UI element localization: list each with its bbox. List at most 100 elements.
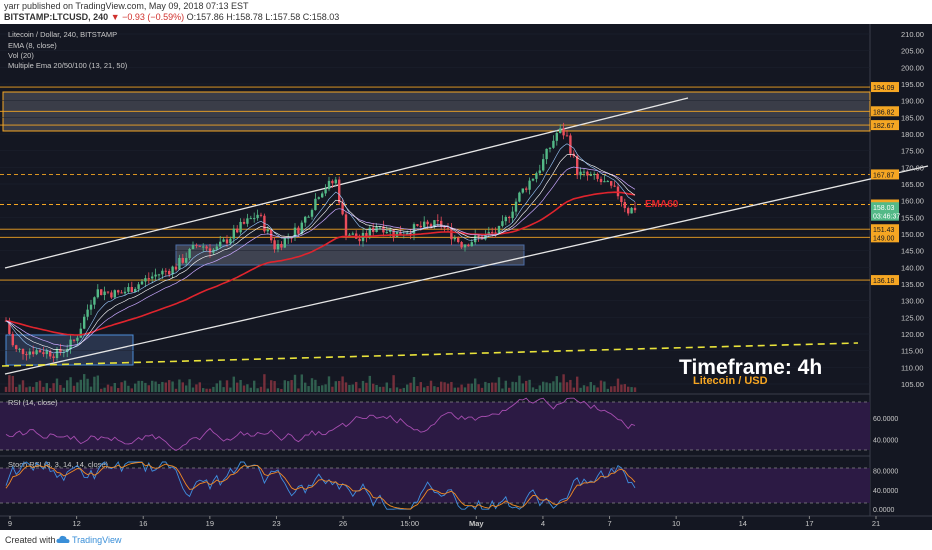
volume-bar (130, 388, 133, 392)
volume-bar (198, 382, 201, 392)
volume-bar (253, 380, 256, 392)
volume-bar (620, 384, 623, 392)
candle (399, 231, 402, 235)
level-tag-bg-8 (871, 232, 899, 243)
level-tag-8: 149.00 (873, 235, 895, 242)
candle (477, 235, 480, 237)
publisher-line-text: yarr published on TradingView.com, May 0… (4, 1, 249, 11)
volume-bar (32, 386, 35, 392)
candle (21, 348, 25, 355)
candle (504, 216, 507, 222)
price-tick-20: 110.00 (901, 363, 923, 372)
candle (613, 185, 616, 187)
candle (559, 128, 562, 134)
price-tick-16: 130.00 (901, 297, 924, 306)
volume-bar (569, 379, 572, 392)
volume-bar (331, 386, 334, 392)
price-tick-18: 120.00 (901, 330, 924, 339)
volume-bar (79, 379, 82, 392)
volume-bar (137, 380, 140, 392)
volume-bar (72, 385, 76, 392)
candle (100, 289, 103, 296)
volume-bar (433, 386, 436, 392)
level-tag-0: 194.09 (873, 85, 895, 92)
volume-bar (453, 387, 456, 392)
candle (392, 229, 395, 238)
volume-bar (266, 388, 269, 392)
volume-bar (11, 375, 14, 392)
volume-bar (293, 374, 297, 392)
candle (147, 278, 150, 280)
volume-bar (491, 382, 494, 392)
candle (113, 290, 116, 298)
candle (508, 216, 511, 219)
volume-bar (25, 387, 28, 392)
candle (45, 350, 48, 355)
volume-bar (246, 384, 249, 392)
candle (552, 140, 555, 148)
volume-bar (195, 384, 198, 392)
candle (443, 226, 446, 228)
price-tick-5: 185.00 (901, 113, 924, 122)
candle (511, 211, 514, 219)
candle (137, 284, 140, 289)
volume-bar (344, 382, 348, 392)
candle (433, 220, 436, 227)
volume-bar (565, 382, 569, 392)
volume-bar (297, 388, 300, 392)
level-tag-3: 167.87 (873, 172, 895, 179)
ema60-annotation: EMA60 (645, 199, 679, 210)
time-tick-2: 16 (139, 519, 147, 528)
volume-bar (467, 383, 470, 392)
time-tick-13: 21 (872, 519, 880, 528)
price-tick-19: 115.00 (901, 347, 923, 356)
volume-bar (630, 387, 633, 392)
candle (253, 218, 256, 220)
volume-bar (586, 386, 589, 392)
candle (52, 356, 55, 359)
level-tag-bg-2 (871, 120, 899, 131)
candle (8, 320, 11, 335)
volume-bar (123, 380, 127, 392)
candle (606, 181, 609, 183)
candle (327, 180, 331, 190)
volume-bar (86, 378, 89, 392)
legend-title: Litecoin / Dollar, 240, BITSTAMP (8, 30, 117, 39)
candle (463, 244, 467, 248)
candle (205, 246, 208, 249)
candle (106, 291, 110, 293)
volume-bar (314, 379, 317, 392)
price-tick-3: 195.00 (901, 80, 924, 89)
volume-bar (225, 380, 229, 392)
price-tick-11: 155.00 (901, 213, 924, 222)
candle (259, 214, 263, 216)
volume-bar (487, 383, 490, 392)
candle (521, 188, 524, 193)
volume-bar (106, 384, 110, 392)
candle (273, 240, 276, 250)
candle (28, 351, 31, 355)
candle (535, 173, 538, 179)
volume-bar (440, 381, 443, 392)
ema-layer (5, 143, 636, 354)
stoch-label: Stoch RSI (3, 3, 14, 14, close) (8, 460, 109, 469)
volume-bar (426, 385, 429, 392)
volume-bar (280, 388, 283, 392)
candle (236, 228, 239, 233)
candle (188, 248, 191, 259)
volume-bar (484, 381, 487, 392)
volume-bar (480, 387, 484, 392)
volume-bar (508, 387, 511, 392)
candle (151, 276, 154, 279)
candle (525, 188, 528, 190)
price-tick-9: 165.00 (901, 180, 924, 189)
chart-canvas[interactable]: EMA60 Timeframe: 4h Litecoin / USD Litec… (0, 24, 932, 530)
volume-bar (555, 376, 558, 392)
candle (157, 274, 161, 276)
candle (429, 224, 433, 227)
volume-bar (419, 382, 422, 392)
price-axis-ticks: 210.00 205.00 200.00 195.00 190.00 185.00 180.… (901, 30, 924, 389)
volume-bar (49, 388, 52, 392)
volume-bar (317, 386, 320, 392)
volume-bar (18, 384, 21, 392)
